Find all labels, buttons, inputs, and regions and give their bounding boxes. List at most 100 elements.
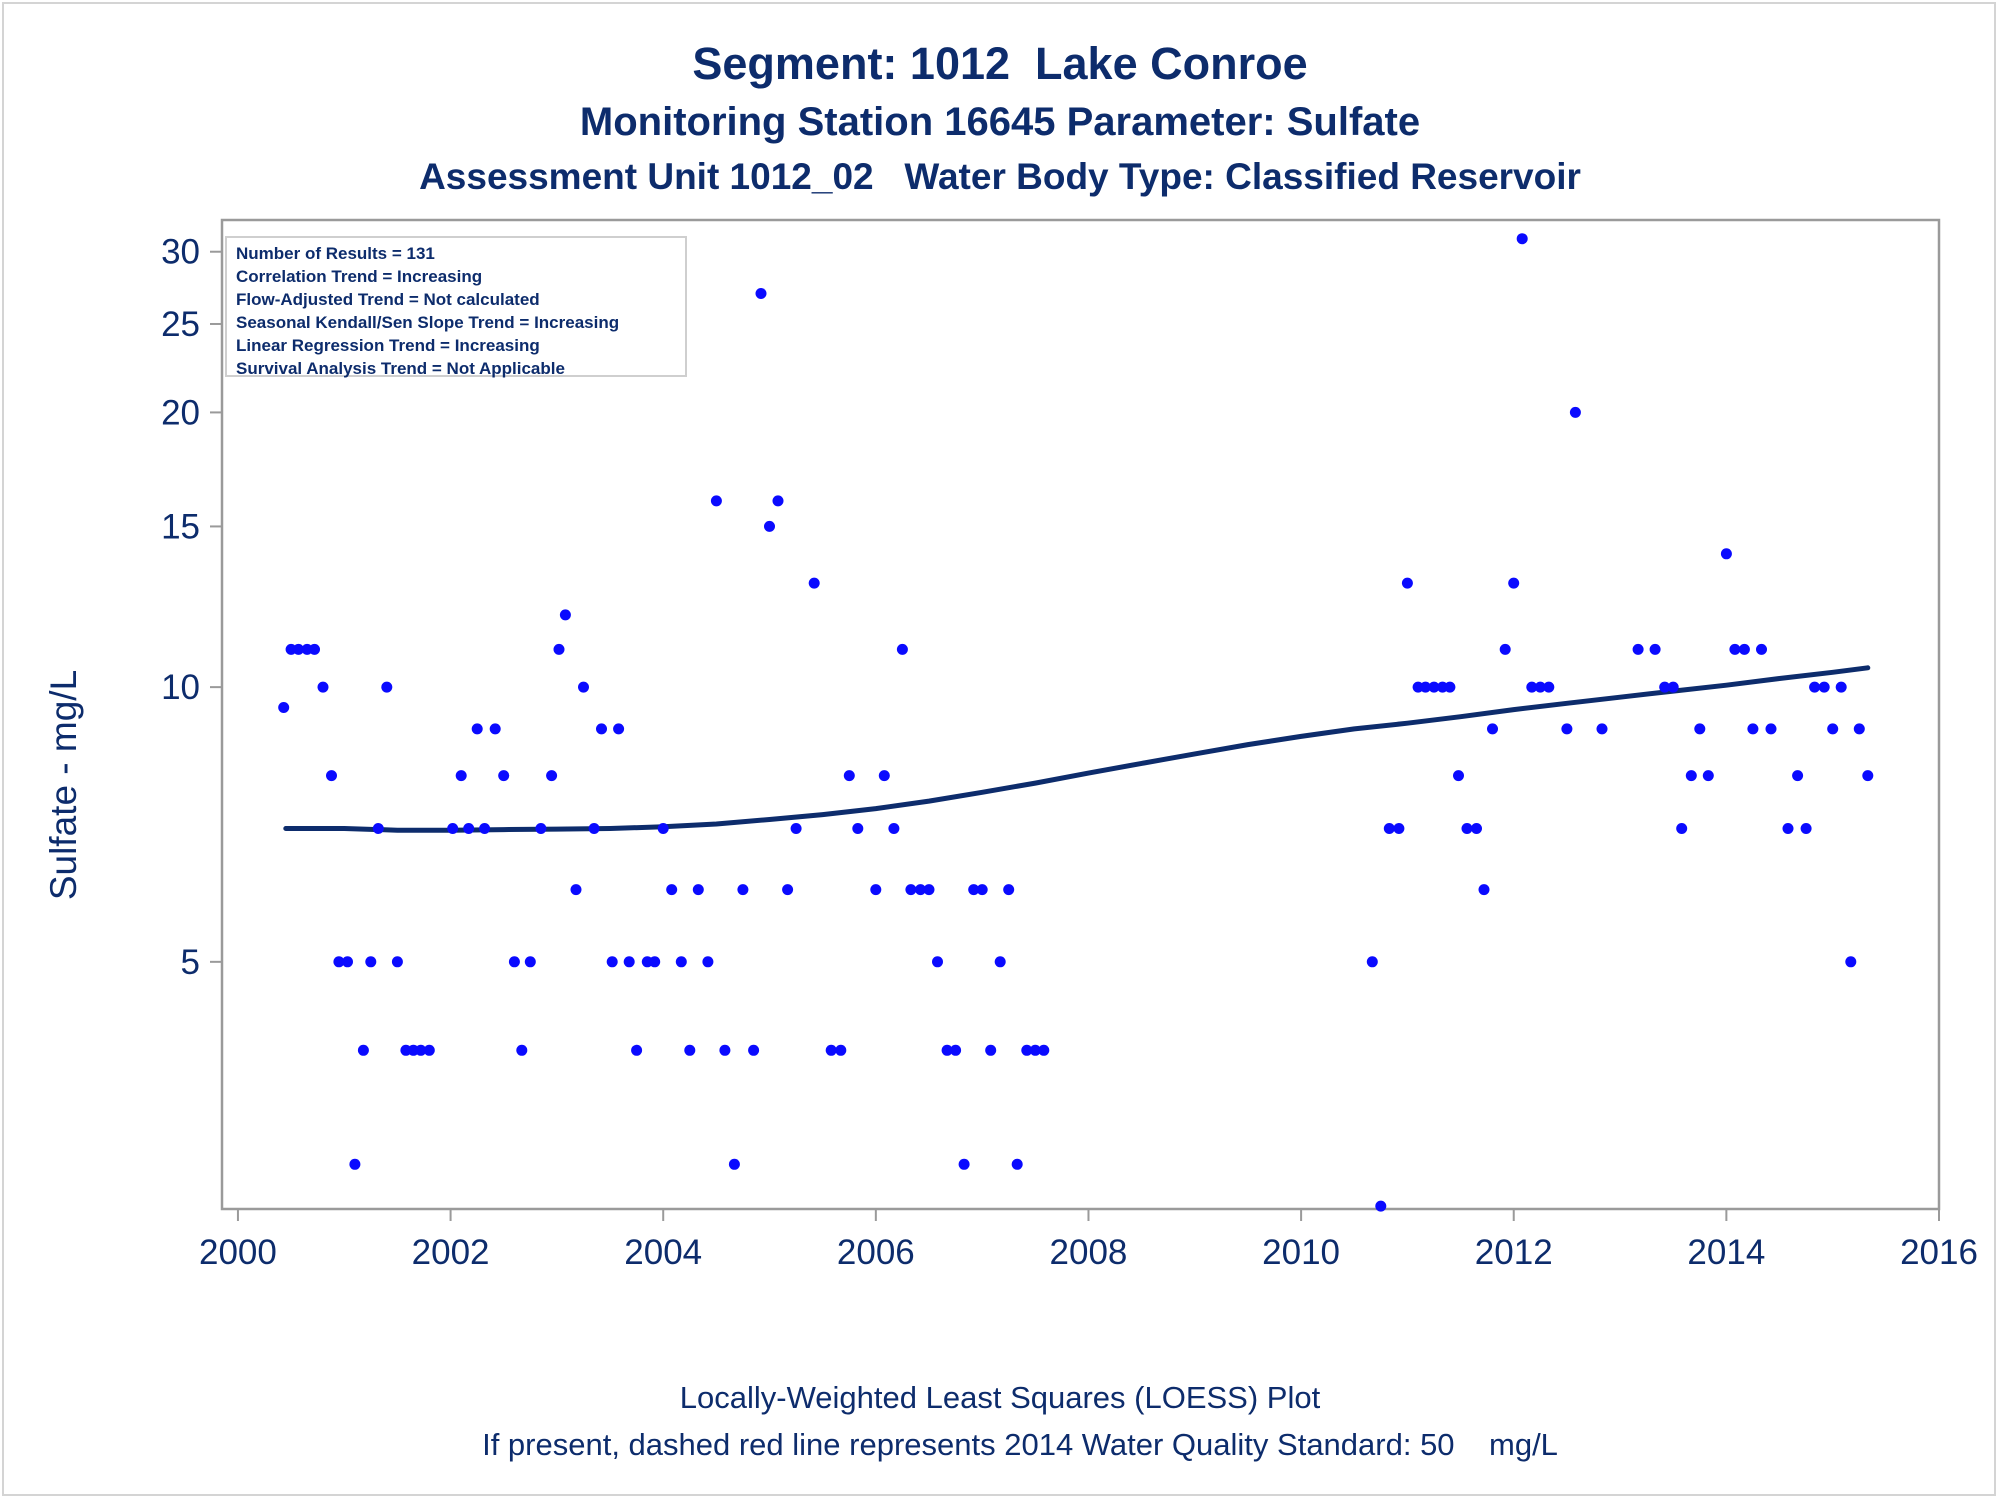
trend-info-box: Number of Results = 131 Correlation Tren… (225, 236, 687, 378)
x-tick-label: 2006 (837, 1233, 915, 1272)
y-tick-label: 30 (161, 233, 200, 272)
data-point (1534, 681, 1546, 693)
x-tick-label: 2004 (624, 1233, 702, 1272)
chart-title: Segment: 1012 Lake Conroe (692, 38, 1308, 89)
data-point (326, 770, 337, 782)
data-point (1792, 770, 1804, 782)
info-line: Survival Analysis Trend = Not Applicable (236, 359, 565, 378)
data-point (447, 823, 459, 834)
data-point (1809, 681, 1821, 693)
data-point (755, 288, 767, 299)
data-point (1765, 723, 1777, 735)
data-point (578, 681, 589, 693)
data-point (1685, 770, 1697, 782)
data-point (1393, 823, 1405, 834)
x-tick-label: 2014 (1687, 1233, 1765, 1272)
data-point (1526, 681, 1538, 693)
data-point (1845, 956, 1857, 968)
data-point (489, 723, 501, 735)
y-tick-label: 25 (161, 305, 200, 344)
data-point (692, 884, 704, 896)
x-tick-label: 2000 (199, 1233, 277, 1272)
data-point (1038, 1044, 1050, 1056)
data-point (657, 823, 669, 834)
y-tick-label: 20 (161, 393, 200, 432)
data-point (1561, 723, 1573, 735)
data-point (333, 956, 345, 968)
data-point (309, 643, 320, 655)
data-point (1676, 823, 1688, 834)
x-tick-label: 2008 (1050, 1233, 1128, 1272)
data-point (415, 1044, 427, 1056)
data-point (748, 1044, 760, 1056)
footnote-plot-type: Locally-Weighted Least Squares (LOESS) P… (679, 1380, 1321, 1415)
data-point (1702, 770, 1714, 782)
data-point (968, 884, 980, 896)
data-point (1720, 548, 1732, 560)
data-point (825, 1044, 837, 1056)
data-point (1800, 823, 1812, 834)
data-point (985, 1044, 997, 1056)
plot-area-frame (220, 218, 1941, 1211)
data-point (808, 577, 820, 589)
data-point (790, 823, 802, 834)
data-point (1375, 1200, 1387, 1212)
data-point (905, 884, 917, 896)
info-line: Flow-Adjusted Trend = Not calculated (236, 290, 540, 309)
data-point (675, 956, 687, 968)
data-point (423, 1044, 435, 1056)
data-point (1596, 723, 1608, 735)
data-point (365, 956, 377, 968)
data-point (1738, 643, 1750, 655)
data-point (381, 681, 393, 693)
data-point (588, 823, 600, 834)
x-tick-label: 2012 (1475, 1233, 1553, 1272)
data-point (870, 884, 882, 896)
data-point (524, 956, 536, 968)
info-line: Correlation Trend = Increasing (236, 267, 483, 286)
data-point (623, 956, 635, 968)
data-point (535, 823, 547, 834)
data-point (471, 723, 483, 735)
data-point (1853, 723, 1865, 735)
data-point (606, 956, 618, 968)
data-point (835, 1044, 847, 1056)
data-point (1499, 643, 1511, 655)
data-point (372, 823, 384, 834)
data-point (1543, 681, 1555, 693)
data-point (1383, 823, 1395, 834)
data-point (1011, 1158, 1023, 1170)
data-point (1835, 681, 1847, 693)
data-point (1471, 823, 1482, 834)
data-point (1649, 643, 1661, 655)
data-point (941, 1044, 953, 1056)
data-point (764, 520, 775, 532)
data-point (1366, 956, 1378, 968)
data-point (782, 884, 794, 896)
data-point (1508, 577, 1520, 589)
data-point (463, 823, 475, 834)
data-point (455, 770, 467, 782)
data-point (1659, 681, 1671, 693)
data-point (1401, 577, 1413, 589)
data-point (1756, 643, 1767, 655)
data-point (1694, 723, 1706, 735)
data-point (649, 956, 661, 968)
data-point (915, 884, 926, 896)
data-point (958, 1158, 970, 1170)
data-point (737, 884, 749, 896)
data-point (349, 1158, 361, 1170)
data-point (596, 723, 607, 735)
data-point (878, 770, 890, 782)
data-point (1818, 681, 1830, 693)
data-point (1461, 823, 1473, 834)
data-point (1478, 884, 1490, 896)
x-tick-label: 2010 (1262, 1233, 1340, 1272)
data-point (932, 956, 943, 968)
data-point (994, 956, 1006, 968)
data-point (479, 823, 491, 834)
data-point (1029, 1044, 1041, 1056)
data-point (1782, 823, 1794, 834)
data-point (1444, 681, 1456, 693)
